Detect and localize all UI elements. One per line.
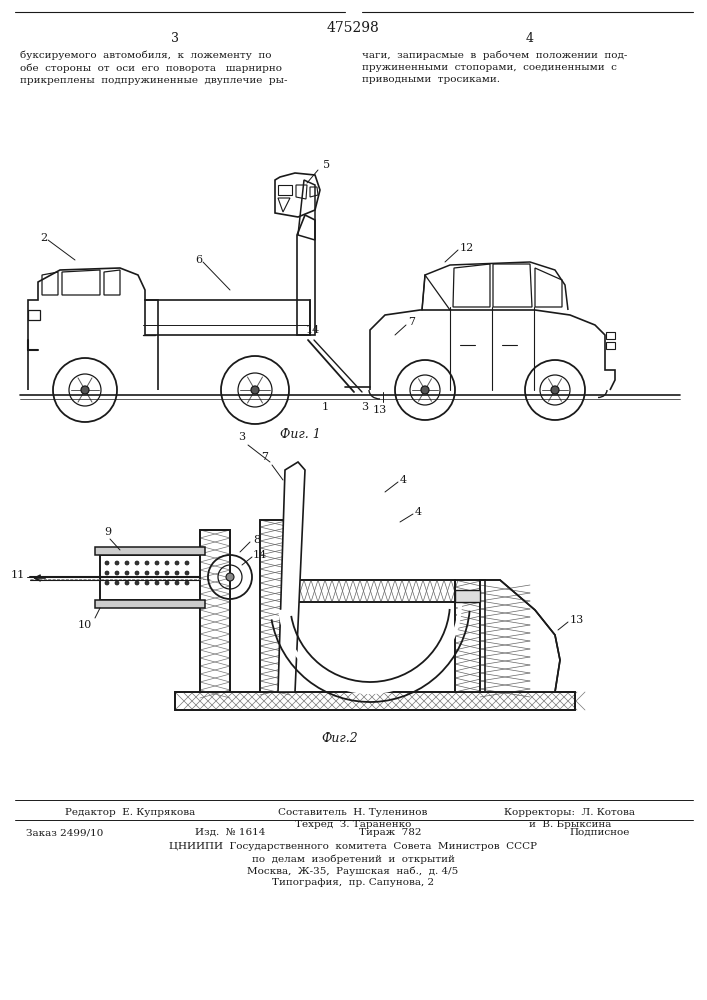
Polygon shape [480, 580, 560, 692]
Circle shape [145, 571, 149, 575]
Text: Изд.  № 1614: Изд. № 1614 [195, 828, 265, 837]
Text: 13: 13 [570, 615, 584, 625]
Circle shape [155, 571, 159, 575]
Text: буксируемого  автомобиля,  к  ложементу  по
обе  стороны  от  оси  его  поворота: буксируемого автомобиля, к ложементу по … [20, 50, 288, 85]
Circle shape [125, 561, 129, 565]
Circle shape [165, 561, 169, 565]
Bar [290, 602, 455, 692]
Bar [278, 185, 292, 195]
Circle shape [125, 571, 129, 575]
Bar [606, 342, 615, 349]
Circle shape [175, 571, 179, 575]
Bar [100, 555, 200, 600]
Polygon shape [278, 462, 305, 692]
Circle shape [165, 581, 169, 585]
Bar [95, 547, 205, 555]
Circle shape [81, 386, 89, 394]
Text: 8: 8 [253, 535, 260, 545]
Text: Редактор  Е. Купрякова: Редактор Е. Купрякова [65, 808, 195, 817]
Circle shape [115, 581, 119, 585]
Text: 475298: 475298 [327, 21, 380, 35]
Bar [200, 530, 230, 692]
Circle shape [551, 386, 559, 394]
Bar [260, 520, 290, 692]
Circle shape [165, 571, 169, 575]
Text: Фиг.2: Фиг.2 [322, 732, 358, 745]
Text: 4: 4 [400, 475, 407, 485]
Circle shape [185, 571, 189, 575]
Text: 3: 3 [171, 31, 179, 44]
Text: Тираж  782: Тираж 782 [358, 828, 421, 837]
Circle shape [105, 581, 109, 585]
Circle shape [185, 561, 189, 565]
Circle shape [145, 581, 149, 585]
Text: 12: 12 [460, 243, 474, 253]
Text: 14: 14 [305, 325, 320, 335]
Bar [28, 310, 40, 320]
Circle shape [175, 561, 179, 565]
Text: чаги,  запирасмые  в  рабочем  положении  под-
пружиненными  стопорами,  соедине: чаги, запирасмые в рабочем положении под… [362, 50, 627, 85]
Circle shape [155, 581, 159, 585]
Circle shape [105, 571, 109, 575]
Text: 11: 11 [11, 570, 25, 580]
Text: Москва,  Ж-35,  Раушская  наб.,  д. 4/5: Москва, Ж-35, Раушская наб., д. 4/5 [247, 866, 459, 876]
Text: 4: 4 [415, 507, 422, 517]
Bar [606, 332, 615, 339]
Circle shape [226, 573, 234, 581]
Text: 10: 10 [78, 620, 92, 630]
Circle shape [125, 581, 129, 585]
Text: 3: 3 [361, 402, 368, 412]
Circle shape [145, 561, 149, 565]
Text: 14: 14 [253, 550, 267, 560]
Text: Составитель  Н. Туленинов: Составитель Н. Туленинов [279, 808, 428, 817]
Circle shape [115, 571, 119, 575]
Bar [200, 530, 230, 692]
Text: 6: 6 [195, 255, 202, 265]
Text: 1: 1 [322, 402, 329, 412]
Text: Корректоры:  Л. Котова: Корректоры: Л. Котова [505, 808, 636, 817]
Bar [100, 555, 200, 600]
Bar [175, 692, 575, 710]
Circle shape [175, 581, 179, 585]
Circle shape [135, 581, 139, 585]
Text: и  В. Брыксина: и В. Брыксина [529, 820, 611, 829]
Text: 7: 7 [262, 452, 269, 462]
Text: 3: 3 [238, 432, 245, 442]
Text: Фиг. 1: Фиг. 1 [280, 428, 320, 441]
Bar [455, 580, 485, 692]
Text: 4: 4 [526, 31, 534, 44]
Text: 7: 7 [408, 317, 415, 327]
Text: Заказ 2499/10: Заказ 2499/10 [26, 828, 104, 837]
Text: 5: 5 [323, 160, 330, 170]
Text: по  делам  изобретений  и  открытий: по делам изобретений и открытий [252, 854, 455, 863]
Polygon shape [455, 590, 480, 602]
Bar [175, 692, 575, 710]
Circle shape [135, 561, 139, 565]
Circle shape [135, 571, 139, 575]
Circle shape [251, 386, 259, 394]
Circle shape [421, 386, 429, 394]
Text: 9: 9 [105, 527, 112, 537]
Text: Техред  З. Тараненко: Техред З. Тараненко [295, 820, 411, 829]
Bar [455, 580, 485, 692]
Circle shape [105, 561, 109, 565]
Circle shape [185, 581, 189, 585]
Bar [95, 600, 205, 608]
Circle shape [115, 561, 119, 565]
Text: Подписное: Подписное [570, 828, 630, 837]
Circle shape [155, 561, 159, 565]
Bar [260, 520, 290, 692]
Bar [290, 580, 455, 602]
Bar [290, 580, 455, 602]
Text: 13: 13 [373, 405, 387, 415]
Text: Типография,  пр. Сапунова, 2: Типография, пр. Сапунова, 2 [272, 878, 434, 887]
Text: 2: 2 [40, 233, 47, 243]
Text: ЦНИИПИ  Государственного  комитета  Совета  Министров  СССР: ЦНИИПИ Государственного комитета Совета … [169, 842, 537, 851]
